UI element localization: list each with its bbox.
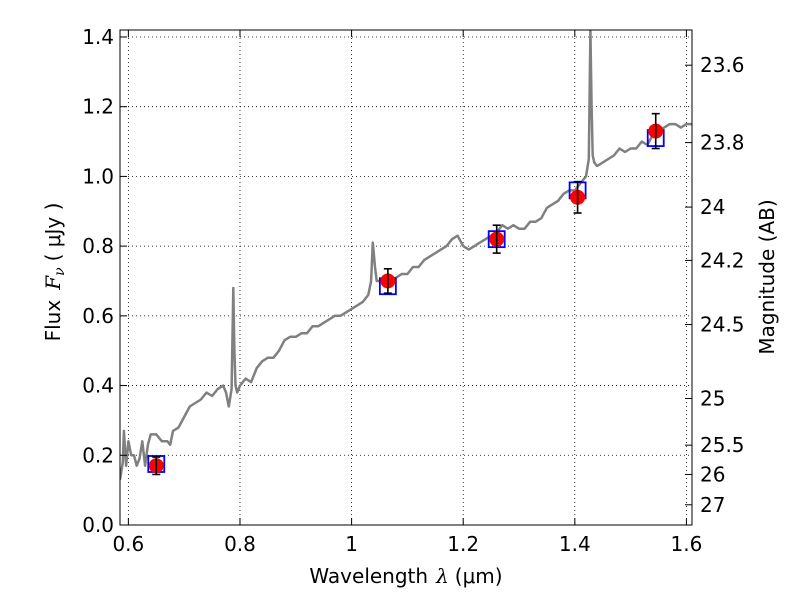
y2-tick-label-3: 24.2 [700,248,745,272]
x-tick-label-4: 1.4 [559,532,591,556]
y-tick-label-2: 0.4 [82,374,114,398]
y2-axis-ticks: 23.6 23.8 24 24.2 24.5 25 25.5 26 27 [685,53,745,517]
y-tick-label-5: 1.0 [82,164,114,188]
y2-tick-label-1: 23.8 [700,131,745,155]
y2-tick-label-7: 26 [700,462,725,486]
y-tick-label-3: 0.6 [82,304,114,328]
y2-tick-label-8: 27 [700,493,725,517]
y2-tick-label-2: 24 [700,195,725,219]
x-axis-label: Wavelength λ (μm) [309,564,502,588]
y-tick-label-6: 1.2 [82,95,114,119]
model-spectrum-series [120,30,692,480]
y2-tick-label-5: 25 [700,386,725,410]
x-tick-label-5: 1.6 [671,532,703,556]
y-tick-label-4: 0.8 [82,234,114,258]
y-tick-label-1: 0.2 [82,443,114,467]
x-tick-label-2: 1 [345,532,358,556]
y-tick-label-7: 1.4 [82,25,114,49]
observed-photometry-series [148,112,664,476]
x-tick-label-0: 0.6 [112,532,144,556]
y2-tick-label-0: 23.6 [700,53,745,77]
y-axis-label: FluxFν( μJy ) [41,203,68,342]
y2-tick-label-4: 24.5 [700,313,745,337]
y2-tick-label-6: 25.5 [700,433,745,457]
y-axis-ticks: 0.0 0.2 0.4 0.6 0.8 1.0 1.2 1.4 [82,25,127,537]
x-tick-label-1: 0.8 [224,532,256,556]
plot-frame [119,29,693,526]
y2-axis-label: Magnitude (AB) [755,199,779,354]
x-tick-label-3: 1.2 [447,532,479,556]
spectrum-line [120,30,692,480]
x-axis-ticks: 0.6 0.8 1 1.2 1.4 1.6 [112,30,702,556]
y-tick-label-0: 0.0 [82,513,114,537]
